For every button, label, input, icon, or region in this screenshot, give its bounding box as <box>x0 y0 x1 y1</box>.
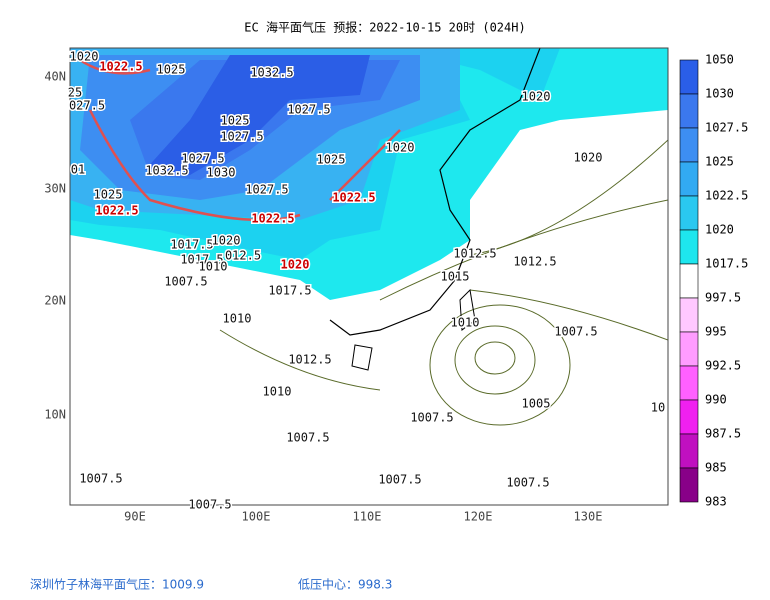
colorbar-label: 990 <box>705 393 727 407</box>
contour-label: 01 <box>71 163 85 177</box>
colorbar-label: 987.5 <box>705 427 741 441</box>
contour-label: 1020 <box>281 258 310 272</box>
colorbar-label: 1025 <box>705 155 734 169</box>
contour-label: 1025 <box>221 114 250 128</box>
colorbar-label: 1050 <box>705 53 734 67</box>
colorbar-label: 985 <box>705 461 727 475</box>
colorbar-label: 992.5 <box>705 359 741 373</box>
lat-label: 40N <box>44 70 66 84</box>
contour-label: 1012.5 <box>513 255 556 269</box>
contour-label: 1022.5 <box>99 60 142 74</box>
low-center: 低压中心：998.3 <box>298 577 392 592</box>
contour-label: 1007.5 <box>164 275 207 289</box>
contour-label: 1022.5 <box>95 204 138 218</box>
contour-label: 1030 <box>207 166 236 180</box>
contour-label: 1007.5 <box>410 411 453 425</box>
contour-label: 1020 <box>574 151 603 165</box>
contour-label: 1020 <box>386 141 415 155</box>
contour-label: 1010 <box>199 260 228 274</box>
contour-label: 1032.5 <box>250 66 293 80</box>
contour-label: 1010 <box>223 312 252 326</box>
colorbar-box <box>679 433 699 469</box>
contour-label: 012.5 <box>225 249 261 263</box>
contour-label: 1022.5 <box>332 191 375 205</box>
contour-label: 25 <box>68 86 82 100</box>
colorbar-label: 1020 <box>705 223 734 237</box>
colorbar-box <box>679 365 699 401</box>
lat-label: 20N <box>44 294 66 308</box>
contour-label: 1007.5 <box>188 498 231 512</box>
lat-label: 30N <box>44 182 66 196</box>
colorbar-box <box>679 229 699 265</box>
colorbar-label: 983 <box>705 495 727 509</box>
colorbar-box <box>679 93 699 129</box>
contour-label: 1020 <box>70 50 99 64</box>
contour-label: 1007.5 <box>79 472 122 486</box>
lon-label: 120E <box>464 510 493 524</box>
lon-label: 100E <box>242 510 271 524</box>
contour-label: 1025 <box>94 188 123 202</box>
contour-label: 1025 <box>157 63 186 77</box>
contour-label: 027.5 <box>69 99 105 113</box>
contour-label: 1022.5 <box>251 212 294 226</box>
contour-label: 1017.5 <box>268 284 311 298</box>
lon-label: 90E <box>124 510 146 524</box>
colorbar-box <box>679 297 699 333</box>
contour-label: 1005 <box>522 397 551 411</box>
contour-label: 1010 <box>451 316 480 330</box>
contour-label: 1017.5 <box>180 253 223 267</box>
contour-label: 1032.5 <box>145 164 188 178</box>
contour-label: 10 <box>651 401 665 415</box>
colorbar-label: 995 <box>705 325 727 339</box>
colorbar-label: 997.5 <box>705 291 741 305</box>
colorbar-box <box>679 59 699 95</box>
contour-label: 1020 <box>212 234 241 248</box>
contour-label: 1007.5 <box>378 473 421 487</box>
contour-label: 1012.5 <box>288 353 331 367</box>
contour-label: 1007.5 <box>554 325 597 339</box>
title: EC 海平面气压 预报：2022-10-15 20时 (024H) <box>244 20 525 35</box>
colorbar-box <box>679 467 699 503</box>
contour-label: 1012.5 <box>453 247 496 261</box>
contour-label: 1015 <box>441 270 470 284</box>
lat-label: 10N <box>44 408 66 422</box>
contour-label: 1025 <box>317 153 346 167</box>
contour-label: 1027.5 <box>245 183 288 197</box>
station-pressure: 深圳竹子林海平面气压：1009.9 <box>30 577 204 592</box>
contour-label: 1017.5 <box>170 238 213 252</box>
contour-label: 1027.5 <box>287 103 330 117</box>
colorbar-box <box>679 161 699 197</box>
contour-label: 1010 <box>263 385 292 399</box>
contour-label: 1007.5 <box>506 476 549 490</box>
colorbar-label: 1022.5 <box>705 189 748 203</box>
colorbar-box <box>679 195 699 231</box>
colorbar-label: 1017.5 <box>705 257 748 271</box>
contour-label: 1007.5 <box>286 431 329 445</box>
colorbar-box <box>679 263 699 299</box>
lon-label: 110E <box>353 510 382 524</box>
colorbar-box <box>679 331 699 367</box>
contour-label: 1027.5 <box>220 130 263 144</box>
colorbar-label: 1030 <box>705 87 734 101</box>
map-area <box>70 48 668 505</box>
map-frame <box>69 47 669 506</box>
contour-label: 1027.5 <box>181 152 224 166</box>
contour-label: 1020 <box>522 90 551 104</box>
colorbar-box <box>679 399 699 435</box>
colorbar-box <box>679 127 699 163</box>
colorbar-label: 1027.5 <box>705 121 748 135</box>
lon-label: 130E <box>574 510 603 524</box>
